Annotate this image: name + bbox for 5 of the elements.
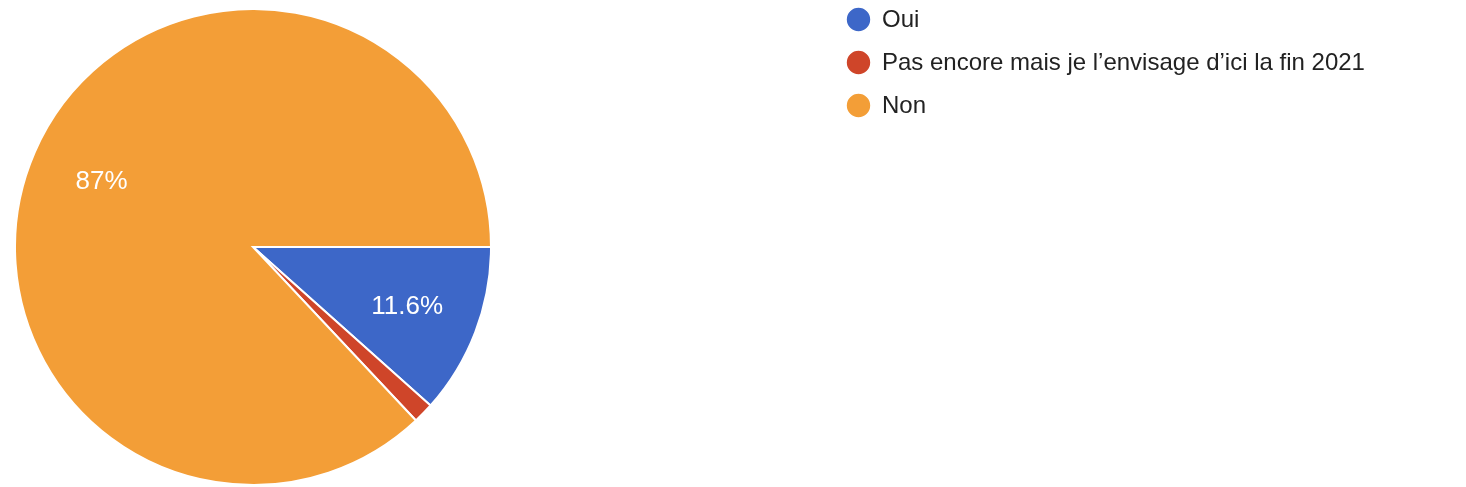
legend-label: Oui	[882, 4, 920, 32]
legend-label: Non	[882, 90, 927, 118]
data-label: 87%	[75, 165, 128, 196]
data-label: 11.6%	[371, 289, 444, 320]
legend-label: Pas encore mais je l’envisage d’ici la fin 2021	[882, 47, 1365, 75]
